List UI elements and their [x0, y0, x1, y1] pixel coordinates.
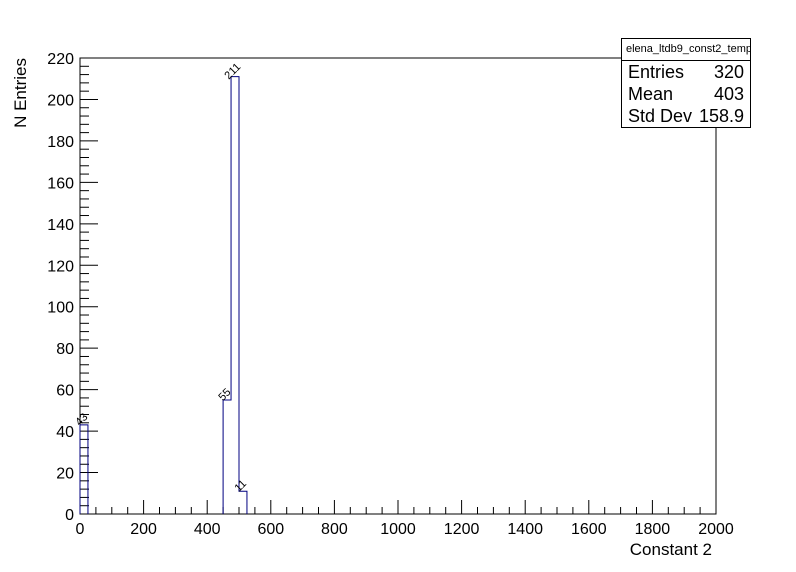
y-tick-label: 120 — [47, 258, 74, 275]
x-tick-label: 200 — [130, 521, 157, 538]
y-tick-label: 180 — [47, 134, 74, 151]
stats-stddev-value: 158.9 — [698, 106, 744, 126]
x-tick-label: 1800 — [635, 521, 671, 538]
stats-row-mean: Mean 403 — [622, 83, 750, 105]
stats-box: elena_ltdb9_const2_temp Entries 320 Mean… — [621, 38, 751, 128]
y-tick-label: 40 — [56, 424, 74, 441]
y-tick-label: 100 — [47, 300, 74, 317]
x-tick-label: 1000 — [380, 521, 416, 538]
stats-mean-label: Mean — [628, 84, 674, 104]
stats-row-stddev: Std Dev 158.9 — [622, 105, 750, 127]
stats-entries-label: Entries — [628, 62, 685, 82]
x-tick-label: 1600 — [571, 521, 607, 538]
x-tick-label: 0 — [76, 521, 85, 538]
bin-value-label: 211 — [222, 61, 243, 82]
x-tick-label: 1400 — [507, 521, 543, 538]
y-tick-label: 60 — [56, 383, 74, 400]
y-tick-label: 220 — [47, 51, 74, 68]
stats-mean-value: 403 — [713, 84, 744, 104]
stats-title: elena_ltdb9_const2_temp — [622, 39, 750, 61]
x-tick-label: 2000 — [698, 521, 734, 538]
x-tick-label: 400 — [194, 521, 221, 538]
axis-tick-labels: 0 200 400 600 800 1000 1200 1400 1600 1800 2000 0 20… — [47, 51, 734, 538]
y-tick-label: 160 — [47, 175, 74, 192]
y-tick-label: 0 — [65, 507, 74, 524]
y-tick-label: 20 — [56, 466, 74, 483]
stats-row-entries: Entries 320 — [622, 61, 750, 83]
stats-entries-value: 320 — [713, 62, 744, 82]
y-axis-label: N Entries — [11, 58, 30, 128]
stats-stddev-label: Std Dev — [628, 106, 693, 126]
x-axis-label: Constant 2 — [630, 540, 712, 559]
y-tick-label: 80 — [56, 341, 74, 358]
y-tick-label: 140 — [47, 217, 74, 234]
y-tick-label: 200 — [47, 92, 74, 109]
histogram-line — [79, 76, 248, 514]
x-tick-label: 600 — [257, 521, 284, 538]
x-tick-label: 1200 — [444, 521, 480, 538]
x-tick-label: 800 — [321, 521, 348, 538]
